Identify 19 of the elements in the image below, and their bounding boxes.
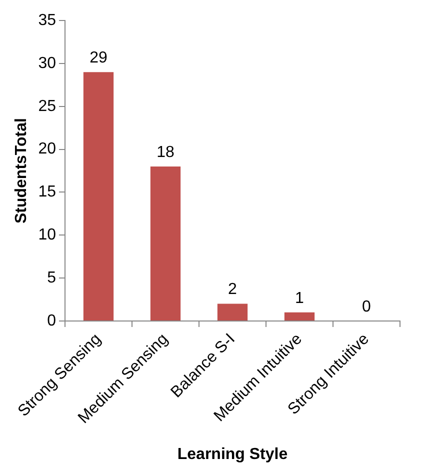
y-tick-label: 20 — [38, 140, 56, 158]
y-tick-label: 30 — [38, 54, 56, 72]
bar — [150, 166, 181, 320]
y-tick-label: 35 — [38, 12, 56, 30]
x-axis-title: Learning Style — [177, 446, 288, 463]
data-label: 29 — [90, 49, 108, 66]
bar — [217, 304, 248, 320]
data-label: 2 — [228, 281, 238, 298]
data-label: 18 — [156, 144, 174, 161]
y-tick-label: 25 — [38, 98, 56, 115]
bar — [284, 312, 315, 320]
data-label: 0 — [362, 298, 372, 316]
y-tick-label: 5 — [47, 269, 56, 286]
bar — [83, 72, 114, 320]
y-tick-label: 0 — [47, 312, 56, 330]
data-label: 1 — [295, 290, 304, 307]
y-axis-title: StudentsTotal — [13, 118, 30, 224]
y-tick-label: 10 — [38, 226, 56, 244]
y-tick-label: 15 — [38, 184, 56, 201]
